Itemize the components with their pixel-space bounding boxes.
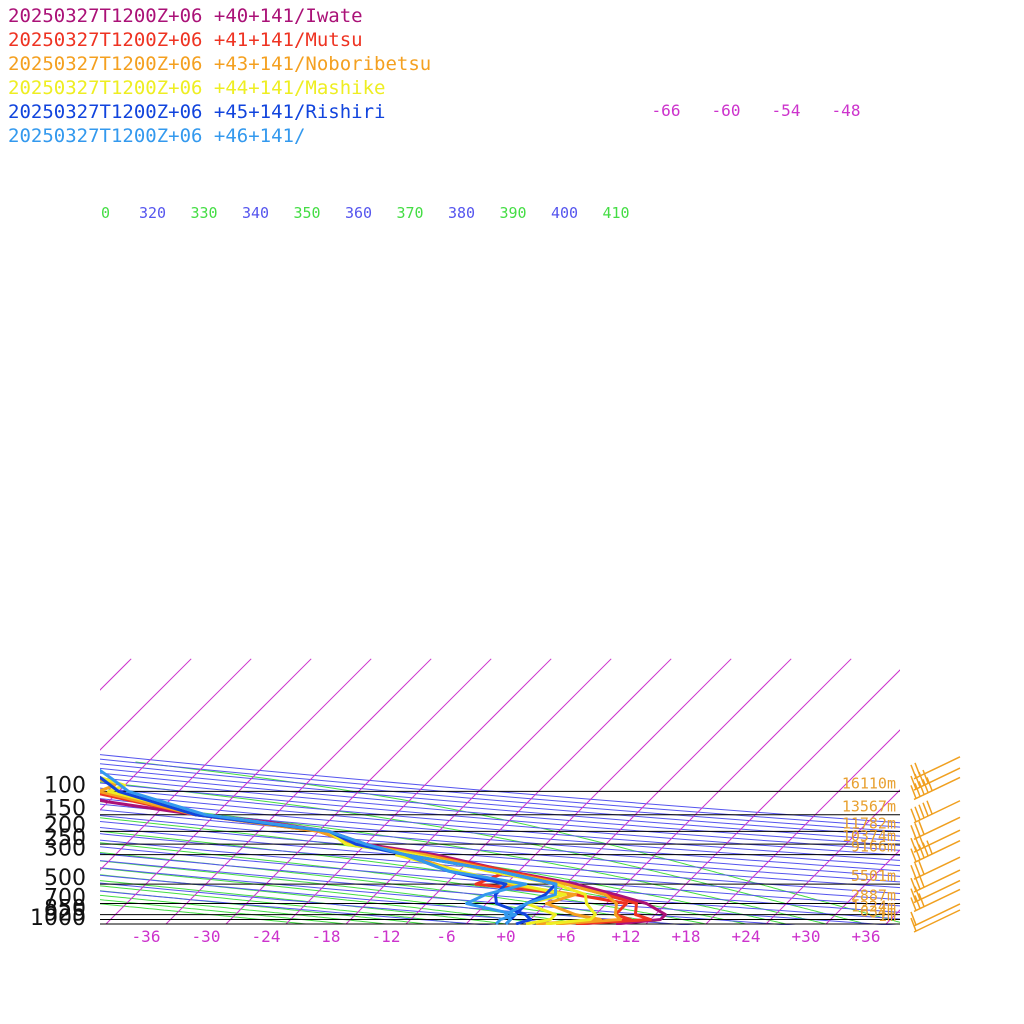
wind-barb [910, 756, 961, 780]
wind-barb [910, 776, 961, 801]
theta-label: 0 [101, 204, 110, 222]
theta-label: 350 [293, 204, 320, 222]
isotherm-line [946, 659, 1024, 924]
theta-label: 410 [602, 204, 629, 222]
pressure-label: 150 [44, 797, 86, 822]
dry-adiabat-line [100, 826, 900, 895]
temperature-tick-label: +24 [732, 927, 761, 946]
dry-adiabat-line [100, 792, 900, 861]
dry-adiabat-line [100, 767, 900, 837]
legend-entry: 20250327T1200Z+06 +43+141/Noboribetsu [8, 53, 432, 75]
legend-entry: 20250327T1200Z+06 +45+141/Rishiri [8, 101, 386, 123]
dry-adiabat-line [100, 839, 900, 907]
isotherm-label: -60 [712, 101, 741, 120]
sounding-profiles [100, 768, 667, 925]
wind-barb [910, 909, 961, 933]
pressure-label: 1000 [30, 906, 86, 931]
height-label: 9166m [851, 838, 896, 856]
temperature-tick-label: +12 [612, 927, 641, 946]
theta-label: 320 [139, 204, 166, 222]
height-label: 10374m [842, 827, 896, 845]
wind-barb [910, 839, 961, 864]
dry-adiabat-line [100, 890, 494, 925]
isotherm-line [825, 849, 900, 925]
dry-adiabat-line [100, 814, 900, 883]
temperature-tick-label: +18 [672, 927, 701, 946]
dry-adiabat-line [100, 803, 900, 872]
dry-adiabat-line [100, 798, 900, 867]
pressure-label: 300 [44, 837, 86, 862]
legend-entry: 20250327T1200Z+06 +40+141/Iwate [8, 5, 363, 27]
pressure-label: 250 [44, 826, 86, 851]
temperature-tick-label: -12 [372, 927, 401, 946]
height-label: 5501m [851, 867, 896, 885]
dry-adiabat-line [100, 833, 900, 901]
dry-adiabat-line [100, 882, 595, 925]
temperature-line-5 [100, 768, 558, 925]
pressure-label: 700 [44, 885, 86, 910]
pressure-label: 500 [44, 866, 86, 891]
dry-adiabat-line [100, 809, 900, 877]
isotherm-line [100, 658, 192, 751]
dry-adiabat-line [100, 867, 796, 925]
height-label: 13567m [842, 798, 896, 816]
dry-adiabat-line [100, 820, 900, 889]
temperature-tick-label: -6 [436, 927, 455, 946]
temperature-tick-label: -36 [132, 927, 161, 946]
pressure-label: 200 [44, 813, 86, 838]
isotherm-label: -48 [832, 101, 861, 120]
height-label: 2887m [851, 886, 896, 904]
temperature-line-4 [100, 775, 558, 925]
isotherm-label: -54 [772, 101, 801, 120]
wind-barb [910, 903, 961, 927]
legend-entry: 20250327T1200Z+06 +46+141/ [8, 125, 306, 147]
dry-adiabat-line [100, 772, 900, 842]
legend-entry: 20250327T1200Z+06 +41+141/Mutsu [8, 29, 363, 51]
theta-label: 330 [190, 204, 217, 222]
dry-adiabat-line [100, 787, 900, 856]
temperature-tick-label: +6 [556, 927, 575, 946]
pressure-label: 925 [44, 902, 86, 927]
dry-adiabat-line [100, 777, 900, 846]
isotherm-line [885, 909, 900, 925]
wind-barb [910, 888, 961, 913]
theta-label: 400 [551, 204, 578, 222]
wind-barb [910, 800, 961, 824]
temperature-tick-label: +30 [792, 927, 821, 946]
legend-entry: 20250327T1200Z+06 +44+141/Mashike [8, 77, 386, 99]
temperature-tick-label: +36 [852, 927, 881, 946]
height-label: -1m [869, 907, 896, 925]
isotherm-label: -66 [652, 101, 681, 120]
theta-label: 370 [396, 204, 423, 222]
theta-label: 360 [345, 204, 372, 222]
theta-label: 340 [242, 204, 269, 222]
temperature-tick-label: -18 [312, 927, 341, 946]
temperature-tick-label: -24 [252, 927, 281, 946]
height-label: 634m [860, 903, 896, 921]
temperature-tick-label: -30 [192, 927, 221, 946]
dewpoint-line-5 [404, 853, 528, 925]
height-label: 1324m [851, 898, 896, 916]
axis-labels: 100 16110m 150 13567m 200 11782m 250 10374m 300 9… [30, 101, 896, 946]
height-label: 11782m [842, 814, 896, 832]
theta-label: 390 [499, 204, 526, 222]
height-label: 16110m [842, 774, 896, 792]
theta-label: 380 [448, 204, 475, 222]
isotherm-line [0, 659, 11, 924]
legend: 20250327T1200Z+06 +40+141/Iwate 20250327T… [8, 4, 431, 148]
wind-barbs [910, 756, 961, 933]
dry-adiabat-line [100, 782, 900, 851]
pressure-label: 100 [44, 773, 86, 798]
dry-adiabat-line [100, 860, 897, 925]
pressure-label: 850 [44, 897, 86, 922]
isotherm-line [1006, 659, 1024, 924]
temperature-tick-label: +0 [496, 927, 515, 946]
